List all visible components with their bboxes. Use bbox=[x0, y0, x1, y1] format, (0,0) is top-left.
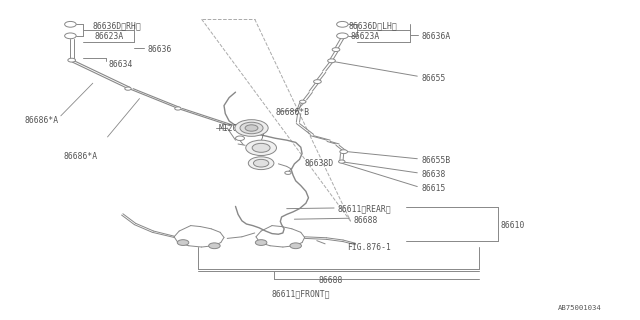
Text: 86636: 86636 bbox=[147, 45, 172, 54]
Circle shape bbox=[252, 143, 270, 152]
Text: 86623A: 86623A bbox=[351, 32, 380, 41]
Text: 86655: 86655 bbox=[421, 74, 445, 83]
Circle shape bbox=[246, 140, 276, 156]
Text: 86688: 86688 bbox=[318, 276, 342, 285]
Text: 86638: 86638 bbox=[421, 170, 445, 179]
Circle shape bbox=[314, 80, 321, 84]
Text: 86636D〈LH〉: 86636D〈LH〉 bbox=[348, 21, 397, 30]
Text: 86610: 86610 bbox=[500, 221, 525, 230]
Circle shape bbox=[337, 33, 348, 39]
Text: FIG.876-1: FIG.876-1 bbox=[348, 243, 392, 252]
Text: 86611〈FRONT〉: 86611〈FRONT〉 bbox=[271, 289, 330, 298]
Text: 86686*B: 86686*B bbox=[275, 108, 309, 117]
Text: 86686*A: 86686*A bbox=[24, 116, 58, 124]
Circle shape bbox=[285, 171, 291, 174]
Circle shape bbox=[328, 59, 335, 63]
Circle shape bbox=[253, 159, 269, 167]
Circle shape bbox=[236, 136, 244, 140]
Circle shape bbox=[65, 21, 76, 27]
Text: 7: 7 bbox=[260, 133, 264, 142]
Circle shape bbox=[68, 58, 76, 62]
Text: 86636A: 86636A bbox=[421, 32, 451, 41]
Text: M120061: M120061 bbox=[219, 124, 253, 133]
Text: 86636D〈RH〉: 86636D〈RH〉 bbox=[93, 21, 141, 30]
Circle shape bbox=[337, 21, 348, 27]
Text: 86634: 86634 bbox=[109, 60, 133, 68]
Circle shape bbox=[339, 160, 345, 163]
Text: 86686*A: 86686*A bbox=[64, 152, 98, 161]
Text: 86638D: 86638D bbox=[305, 159, 334, 168]
Circle shape bbox=[248, 157, 274, 170]
Text: 86623A: 86623A bbox=[95, 32, 124, 41]
Circle shape bbox=[209, 243, 220, 249]
Circle shape bbox=[300, 100, 306, 103]
Circle shape bbox=[245, 125, 258, 131]
Circle shape bbox=[332, 48, 340, 52]
Circle shape bbox=[175, 107, 181, 110]
Circle shape bbox=[255, 240, 267, 245]
Text: 86611〈REAR〉: 86611〈REAR〉 bbox=[338, 204, 392, 213]
Text: 86688: 86688 bbox=[354, 216, 378, 225]
Circle shape bbox=[235, 120, 268, 136]
Text: 86655B: 86655B bbox=[421, 156, 451, 165]
Circle shape bbox=[340, 150, 348, 154]
Text: AB75001034: AB75001034 bbox=[558, 305, 602, 311]
Circle shape bbox=[177, 240, 189, 245]
Circle shape bbox=[125, 87, 131, 90]
Text: 86615: 86615 bbox=[421, 184, 445, 193]
Circle shape bbox=[65, 33, 76, 39]
Circle shape bbox=[290, 243, 301, 249]
Circle shape bbox=[240, 122, 263, 134]
